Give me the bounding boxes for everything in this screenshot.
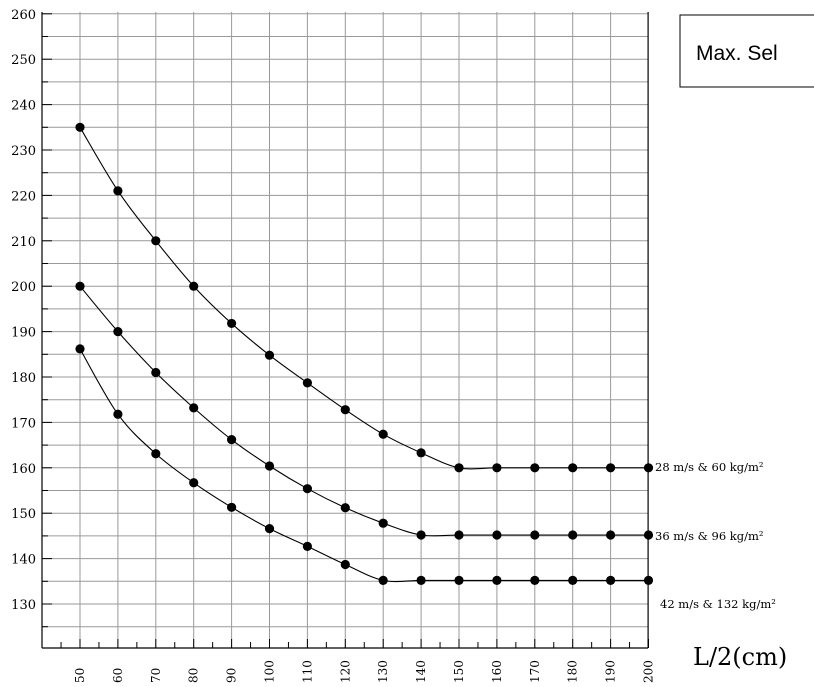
- series-line-2: [79, 285, 649, 537]
- data-point: [113, 327, 123, 337]
- y-tick-label: 230: [11, 144, 36, 159]
- x-tick-label: 70: [149, 668, 163, 683]
- series-label-3: 42 m/s & 132 kg/m²: [660, 597, 776, 611]
- y-tick-label: 210: [11, 235, 36, 250]
- data-point: [492, 575, 502, 585]
- data-point: [264, 524, 275, 534]
- y-tick-label: 200: [11, 280, 36, 295]
- data-point: [75, 344, 85, 354]
- y-tick-label: 160: [11, 462, 36, 477]
- data-point: [454, 530, 464, 540]
- grid: [42, 12, 649, 648]
- x-tick-label: 110: [300, 660, 314, 683]
- data-point: [568, 575, 578, 585]
- data-point: [151, 367, 161, 378]
- y-tick-labels: 130 140 150 160 170 180 190 200 210 220 230 240 250 2…: [11, 8, 36, 613]
- data-point: [227, 435, 237, 445]
- data-point: [606, 530, 616, 540]
- data-point: [227, 318, 237, 329]
- data-point: [643, 575, 654, 585]
- data-point: [454, 575, 464, 585]
- x-tick-label: 150: [452, 660, 466, 683]
- axes: [41, 12, 649, 649]
- x-tick-label: 90: [225, 668, 239, 683]
- x-tick-label: 190: [604, 660, 618, 683]
- data-point: [151, 236, 161, 246]
- y-tick-label: 190: [11, 326, 36, 341]
- y-tick-label: 240: [11, 99, 36, 114]
- data-point: [227, 502, 237, 512]
- data-point: [189, 281, 199, 291]
- data-point: [189, 403, 199, 413]
- x-tick-label: 200: [642, 660, 656, 683]
- data-point: [492, 463, 502, 473]
- data-point: [378, 575, 388, 585]
- data-point: [530, 575, 540, 585]
- data-point: [643, 530, 654, 540]
- data-point: [530, 463, 540, 473]
- y-tick-label: 150: [11, 507, 36, 522]
- data-point: [302, 541, 312, 551]
- y-tick-label: 130: [11, 598, 36, 613]
- data-point: [416, 530, 426, 540]
- y-tick-label: 220: [11, 189, 36, 204]
- x-tick-label: 50: [73, 668, 87, 683]
- x-tick-label: 160: [490, 660, 504, 683]
- x-tick-labels: 50 60 70 80 90 100 110 120 130 140 150 160 170 180 190…: [73, 660, 656, 683]
- data-point: [75, 281, 85, 291]
- data-point: [378, 429, 388, 439]
- data-point: [492, 530, 502, 540]
- data-point: [568, 530, 578, 540]
- series-points: [75, 122, 654, 585]
- y-tick-label: 250: [11, 53, 36, 68]
- data-point: [568, 463, 578, 473]
- series-labels: 28 m/s & 60 kg/m² 36 m/s & 96 kg/m² 42 m/s…: [655, 460, 776, 611]
- data-point: [340, 559, 350, 570]
- series-lines: [79, 127, 649, 583]
- series-label-2: 36 m/s & 96 kg/m²: [655, 529, 764, 543]
- data-point: [454, 463, 464, 473]
- x-tick-label: 120: [338, 660, 352, 683]
- x-tick-label: 80: [187, 668, 201, 683]
- data-point: [264, 461, 275, 471]
- x-tick-label: 60: [111, 668, 125, 683]
- data-point: [113, 186, 123, 196]
- x-tick-label: 140: [414, 660, 428, 683]
- data-point: [606, 463, 616, 473]
- legend-box: [679, 14, 814, 88]
- data-point: [340, 503, 350, 513]
- data-point: [264, 350, 275, 360]
- data-point: [378, 518, 388, 528]
- x-tick-label: 180: [566, 660, 580, 683]
- y-tick-label: 170: [11, 416, 36, 431]
- data-point: [643, 463, 654, 473]
- data-point: [302, 378, 312, 388]
- y-tick-label: 140: [11, 553, 36, 568]
- data-point: [189, 478, 199, 488]
- x-tick-label: 130: [376, 660, 390, 683]
- data-point: [75, 122, 85, 132]
- series-label-1: 28 m/s & 60 kg/m²: [655, 460, 764, 474]
- data-point: [340, 405, 350, 415]
- y-tick-label: 180: [11, 371, 36, 386]
- data-point: [530, 530, 540, 540]
- x-axis-label: L/2(cm): [693, 643, 787, 671]
- data-point: [416, 448, 426, 458]
- data-point: [606, 575, 616, 585]
- x-tick-label: 170: [528, 660, 542, 683]
- data-point: [416, 575, 426, 585]
- x-tick-label: 100: [263, 660, 277, 683]
- legend-box-text: Max. Sel: [696, 42, 778, 65]
- y-tick-label: 260: [11, 8, 36, 23]
- data-point: [302, 484, 312, 494]
- series-line-3: [79, 348, 649, 583]
- data-point: [151, 449, 161, 459]
- data-point: [113, 409, 123, 419]
- series-line-1: [79, 127, 649, 470]
